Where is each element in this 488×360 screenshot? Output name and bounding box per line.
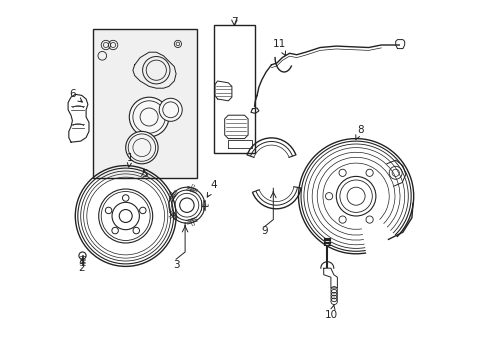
Circle shape xyxy=(159,98,182,121)
Text: 1: 1 xyxy=(126,153,133,167)
Text: 8: 8 xyxy=(355,125,363,140)
Circle shape xyxy=(125,131,158,164)
Bar xyxy=(92,29,197,178)
Text: 3: 3 xyxy=(172,260,179,270)
Text: 9: 9 xyxy=(261,226,267,237)
Text: 2: 2 xyxy=(78,258,85,273)
Text: 6: 6 xyxy=(69,89,82,102)
Text: 10: 10 xyxy=(325,305,338,320)
Circle shape xyxy=(129,97,168,137)
Text: 11: 11 xyxy=(273,39,286,55)
Text: 4: 4 xyxy=(207,180,217,197)
Text: 7: 7 xyxy=(231,17,237,27)
Text: 5: 5 xyxy=(141,168,147,179)
Bar xyxy=(213,25,255,153)
